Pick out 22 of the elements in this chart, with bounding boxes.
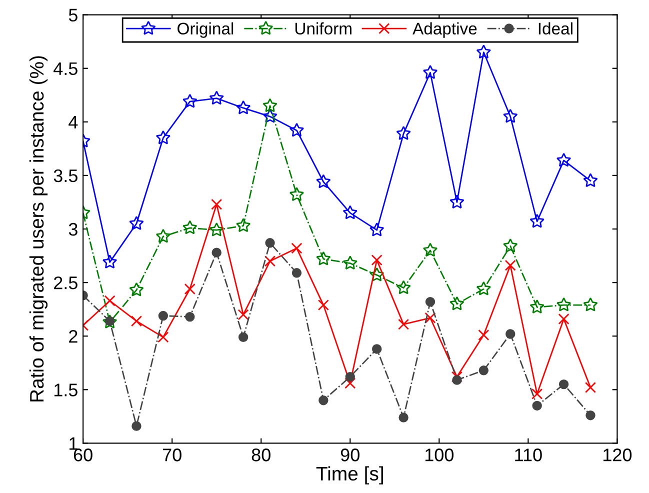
y-tick-label: 5 <box>68 8 78 22</box>
x-tick-label: 70 <box>162 448 182 462</box>
x-tick-label: 110 <box>515 448 542 462</box>
legend-label: Adaptive <box>412 22 477 38</box>
y-tick-label: 2 <box>69 330 78 343</box>
y-tick-label: 1.5 <box>54 384 78 396</box>
y-tick-label: 2.5 <box>54 276 78 290</box>
legend-label: Original <box>178 22 234 38</box>
y-tick-label: 4 <box>68 116 78 128</box>
y-tick-label: 3.5 <box>54 169 78 182</box>
x-tick-label: 90 <box>340 448 360 462</box>
x-axis-title: Time [s] <box>316 466 383 484</box>
y-tick-label: 4.5 <box>54 62 78 76</box>
legend-label: Ideal <box>538 22 572 35</box>
y-tick-label: 1 <box>70 437 78 450</box>
y-tick-label: 3 <box>68 222 78 236</box>
x-tick-label: 60 <box>74 448 92 462</box>
x-tick-label: 120 <box>604 448 632 462</box>
legend-label: Uniform <box>295 22 352 35</box>
x-tick-label: 80 <box>252 448 270 462</box>
y-axis-title: Ratio of migrated users per instance (%) <box>29 56 48 402</box>
x-tick-label: 100 <box>425 448 454 462</box>
